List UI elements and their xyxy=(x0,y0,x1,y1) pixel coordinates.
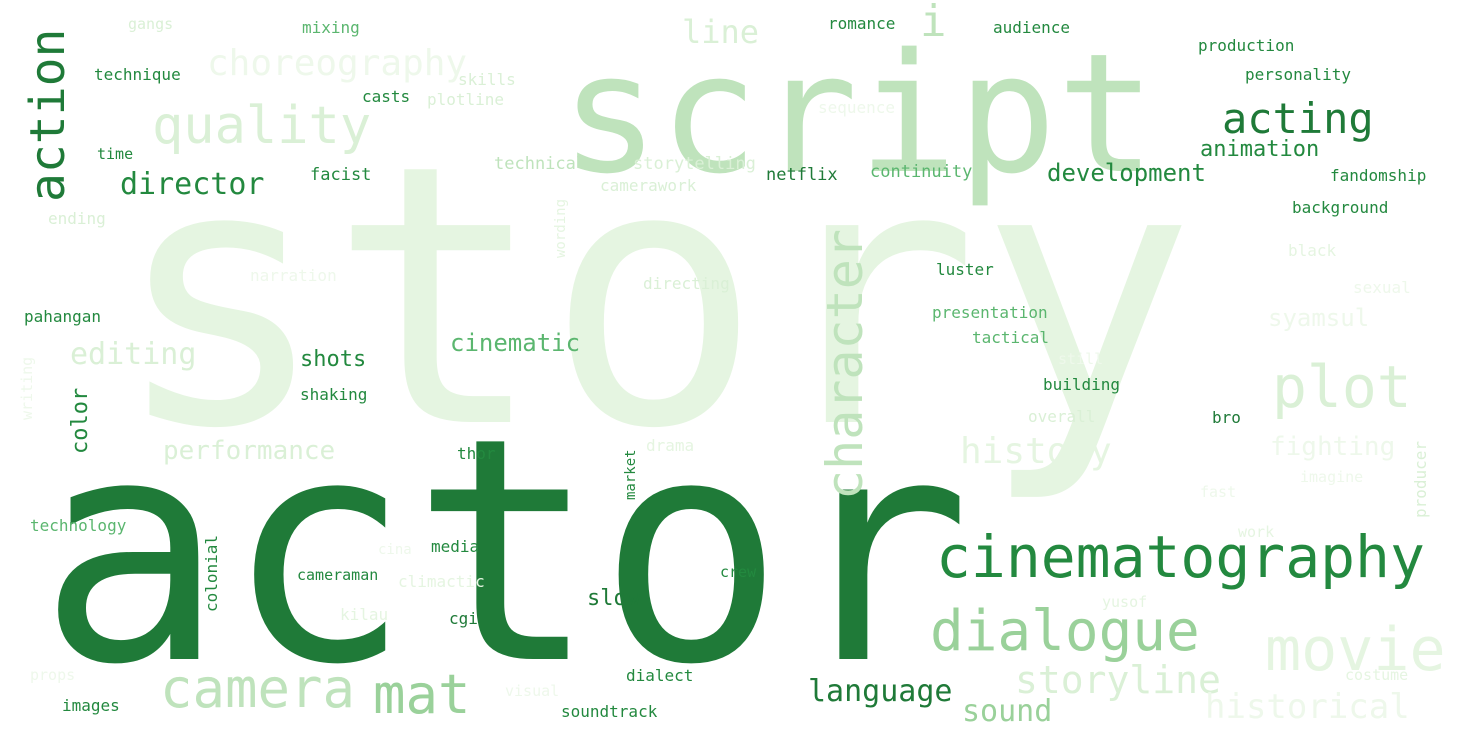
cloud-word: costume xyxy=(1345,666,1409,684)
cloud-word: tactical xyxy=(972,328,1050,347)
cloud-word: historical xyxy=(1205,687,1410,727)
cloud-word: ending xyxy=(48,209,106,228)
cloud-word: luster xyxy=(936,260,994,279)
cloud-word-vertical: colonial xyxy=(202,534,221,612)
cloud-word: story xyxy=(112,88,1196,507)
cloud-word-vertical: writing xyxy=(18,356,36,420)
cloud-word: props xyxy=(30,666,76,684)
cloud-word: thor xyxy=(457,444,496,463)
cloud-word-vertical: producer xyxy=(1411,440,1430,518)
cloud-word: kilau xyxy=(340,605,389,624)
cloud-word: narration xyxy=(250,266,337,285)
cloud-word: dialect xyxy=(626,666,694,685)
cloud-word: directing xyxy=(643,274,730,293)
cloud-word: actor xyxy=(38,372,972,733)
cloud-word: storytelling xyxy=(633,154,756,174)
cloud-word: sexual xyxy=(1353,278,1411,297)
cloud-word: soundtrack xyxy=(561,702,658,721)
cloud-word: time xyxy=(97,145,134,163)
cloud-word: images xyxy=(62,696,120,715)
cloud-word: animation xyxy=(1200,137,1320,162)
cloud-word: still xyxy=(1058,350,1104,368)
cloud-word: visual xyxy=(505,682,560,700)
cloud-word: fast xyxy=(1200,483,1237,501)
cloud-word: romance xyxy=(828,14,896,33)
cloud-word: movie xyxy=(1265,615,1446,685)
cloud-word: technical xyxy=(494,154,587,174)
cloud-word: sound xyxy=(962,694,1053,729)
cloud-word: pahangan xyxy=(24,307,102,326)
cloud-word: quality xyxy=(152,96,372,156)
cloud-word: cgi xyxy=(449,609,478,628)
cloud-word: camera xyxy=(160,657,356,720)
cloud-word: acting xyxy=(1222,94,1374,143)
cloud-word: cinematography xyxy=(936,523,1425,591)
cloud-word: media xyxy=(431,537,480,556)
cloud-word: mixing xyxy=(302,18,360,37)
cloud-word: fighting xyxy=(1270,432,1396,462)
cloud-word: continuity xyxy=(870,162,973,182)
cloud-word-vertical: market xyxy=(623,449,639,500)
cloud-word: dialogue xyxy=(930,599,1200,664)
cloud-word: personality xyxy=(1245,65,1351,84)
cloud-word: drama xyxy=(646,436,695,455)
cloud-word: choreography xyxy=(207,43,468,84)
cloud-word: overall xyxy=(1028,407,1096,426)
cloud-word: performance xyxy=(163,436,336,466)
cloud-word: cina xyxy=(378,542,412,558)
cloud-word: development xyxy=(1047,159,1206,187)
cloud-word: script xyxy=(560,18,1157,210)
cloud-word: language xyxy=(808,674,953,709)
cloud-word: black xyxy=(1288,241,1337,260)
cloud-word-vertical: color xyxy=(68,387,93,454)
cloud-word: camerawork xyxy=(600,176,697,195)
cloud-word: crew xyxy=(720,563,757,581)
cloud-word: storyline xyxy=(1015,658,1221,702)
cloud-word: facist xyxy=(310,165,372,185)
cloud-word: netflix xyxy=(766,165,838,185)
cloud-word: cinematic xyxy=(450,329,581,357)
cloud-word: climactic xyxy=(398,572,485,591)
cloud-word: plotline xyxy=(427,90,505,109)
cloud-word: background xyxy=(1292,198,1389,217)
cloud-word: line xyxy=(682,13,760,51)
cloud-word-vertical: action xyxy=(20,28,76,202)
cloud-word: audience xyxy=(993,18,1071,37)
cloud-word: shots xyxy=(300,347,367,372)
cloud-word: cameraman xyxy=(297,566,379,584)
cloud-word: history xyxy=(960,431,1112,472)
cloud-word: gangs xyxy=(128,15,174,33)
cloud-word: yusof xyxy=(1102,593,1148,611)
cloud-word: shaking xyxy=(300,385,368,404)
cloud-word-vertical: character xyxy=(816,229,874,500)
cloud-word-vertical: wording xyxy=(553,198,569,258)
cloud-word: plot xyxy=(1272,353,1412,421)
cloud-word: sequence xyxy=(818,98,896,117)
cloud-word: bro xyxy=(1212,408,1241,427)
cloud-word: technology xyxy=(30,516,127,535)
cloud-word: work xyxy=(1238,523,1275,541)
cloud-word: fandomship xyxy=(1330,166,1427,185)
cloud-word: director xyxy=(120,167,265,202)
cloud-word: building xyxy=(1043,375,1121,394)
cloud-word: editing xyxy=(70,337,197,372)
cloud-word: technique xyxy=(94,65,181,84)
cloud-word: syamsul xyxy=(1268,304,1370,332)
cloud-word: i xyxy=(920,0,947,47)
cloud-word: imagine xyxy=(1300,468,1364,486)
cloud-word: mat xyxy=(373,663,471,726)
cloud-word: slow xyxy=(587,586,640,611)
cloud-word: skills xyxy=(458,70,516,89)
cloud-word: production xyxy=(1198,36,1295,55)
cloud-word: presentation xyxy=(932,303,1048,322)
cloud-word: casts xyxy=(362,87,411,106)
